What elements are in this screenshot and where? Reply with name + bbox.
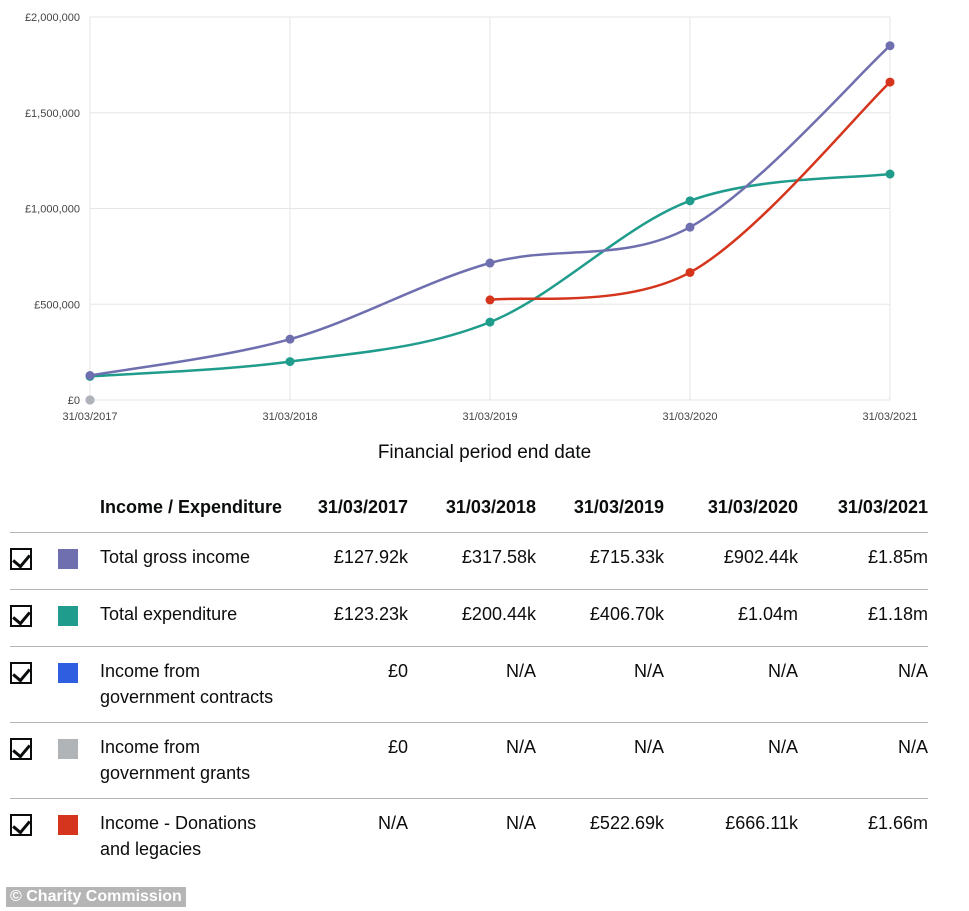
data-point bbox=[685, 196, 695, 206]
x-tick-label: 31/03/2018 bbox=[262, 411, 317, 423]
table-cell: £317.58k bbox=[408, 532, 536, 590]
y-tick-label: £1,500,000 bbox=[25, 108, 80, 120]
data-point bbox=[885, 169, 895, 179]
data-point bbox=[485, 258, 495, 268]
series-color-swatch bbox=[58, 663, 78, 683]
y-tick-label: £500,000 bbox=[34, 299, 80, 311]
series-color-swatch bbox=[58, 815, 78, 835]
series-color-swatch bbox=[58, 549, 78, 569]
table-cell: £123.23k bbox=[290, 589, 408, 647]
column-header: 31/03/2021 bbox=[837, 497, 928, 517]
x-tick-label: 31/03/2019 bbox=[462, 411, 517, 423]
table-row: Income - Donations and legacies N/A N/A £52… bbox=[10, 798, 928, 874]
x-tick-label: 31/03/2020 bbox=[662, 411, 717, 423]
table-cell: £902.44k bbox=[664, 532, 798, 590]
table-cell: £715.33k bbox=[536, 532, 664, 590]
table-cell: N/A bbox=[408, 646, 536, 723]
x-tick-label: 31/03/2017 bbox=[62, 411, 117, 423]
table-header-label: Income / Expenditure bbox=[100, 497, 283, 517]
table-cell: £0 bbox=[290, 646, 408, 723]
table-cell: N/A bbox=[798, 646, 928, 723]
data-point bbox=[485, 317, 495, 327]
chart-gridlines bbox=[89, 16, 891, 401]
y-tick-label: £2,000,000 bbox=[25, 12, 80, 24]
data-point bbox=[285, 357, 295, 367]
y-axis-tick-labels: £0 £500,000 £1,000,000 £1,500,000 £2,000,000 bbox=[25, 12, 80, 407]
column-header: 31/03/2017 bbox=[317, 497, 408, 517]
data-point bbox=[885, 77, 895, 87]
column-header: 31/03/2019 bbox=[573, 497, 664, 517]
column-header: 31/03/2020 bbox=[707, 497, 798, 517]
table-cell: £666.11k bbox=[664, 798, 798, 874]
row-label: Income from government contracts bbox=[100, 646, 290, 723]
x-tick-label: 31/03/2021 bbox=[862, 411, 917, 423]
table-cell: N/A bbox=[408, 798, 536, 874]
table-cell: £0 bbox=[290, 722, 408, 799]
table-row: Total expenditure £123.23k £200.44k £406.70… bbox=[10, 589, 928, 647]
series-color-swatch bbox=[58, 739, 78, 759]
table-header-row: Income / Expenditure 31/03/2017 31/03/20… bbox=[10, 480, 928, 533]
data-table: Income / Expenditure 31/03/2017 31/03/20… bbox=[10, 480, 928, 874]
row-label: Income - Donations and legacies bbox=[100, 798, 290, 874]
series-color-swatch bbox=[58, 606, 78, 626]
column-header: 31/03/2018 bbox=[445, 497, 536, 517]
row-label: Total gross income bbox=[100, 532, 290, 590]
table-cell: £1.85m bbox=[798, 532, 928, 590]
table-cell: £1.04m bbox=[664, 589, 798, 647]
table-cell: £406.70k bbox=[536, 589, 664, 647]
row-label: Total expenditure bbox=[100, 589, 290, 647]
table-cell: N/A bbox=[536, 646, 664, 723]
series-checkbox[interactable] bbox=[10, 738, 32, 760]
table-cell: £522.69k bbox=[536, 798, 664, 874]
series-points bbox=[85, 41, 895, 405]
table-cell: N/A bbox=[798, 722, 928, 799]
data-point bbox=[885, 41, 895, 51]
data-point bbox=[685, 267, 695, 277]
table-cell: N/A bbox=[664, 646, 798, 723]
data-point bbox=[85, 395, 95, 405]
table-cell: N/A bbox=[536, 722, 664, 799]
series-checkbox[interactable] bbox=[10, 605, 32, 627]
table-cell: N/A bbox=[290, 798, 408, 874]
y-tick-label: £0 bbox=[68, 395, 80, 407]
table-cell: £1.18m bbox=[798, 589, 928, 647]
table-cell: £1.66m bbox=[798, 798, 928, 874]
image-credit: © Charity Commission bbox=[6, 887, 186, 907]
y-tick-label: £1,000,000 bbox=[25, 204, 80, 216]
x-axis-tick-labels: 31/03/2017 31/03/2018 31/03/2019 31/03/2020… bbox=[62, 411, 917, 423]
row-label: Income from government grants bbox=[100, 722, 290, 799]
series-checkbox[interactable] bbox=[10, 548, 32, 570]
table-cell: N/A bbox=[408, 722, 536, 799]
data-point bbox=[85, 371, 95, 381]
series-checkbox[interactable] bbox=[10, 814, 32, 836]
table-cell: £200.44k bbox=[408, 589, 536, 647]
data-point bbox=[485, 295, 495, 305]
table-row: Total gross income £127.92k £317.58k £715.3… bbox=[10, 532, 928, 590]
table-cell: £127.92k bbox=[290, 532, 408, 590]
data-point bbox=[285, 334, 295, 344]
data-point bbox=[685, 222, 695, 232]
x-axis-title: Financial period end date bbox=[377, 442, 592, 463]
table-cell: N/A bbox=[664, 722, 798, 799]
table-row: Income from government contracts £0 N/A N/A… bbox=[10, 646, 928, 723]
line-chart: £0 £500,000 £1,000,000 £1,500,000 £2,000,000… bbox=[25, 12, 918, 423]
series-checkbox[interactable] bbox=[10, 662, 32, 684]
table-row: Income from government grants £0 N/A N/A N/A… bbox=[10, 722, 928, 799]
